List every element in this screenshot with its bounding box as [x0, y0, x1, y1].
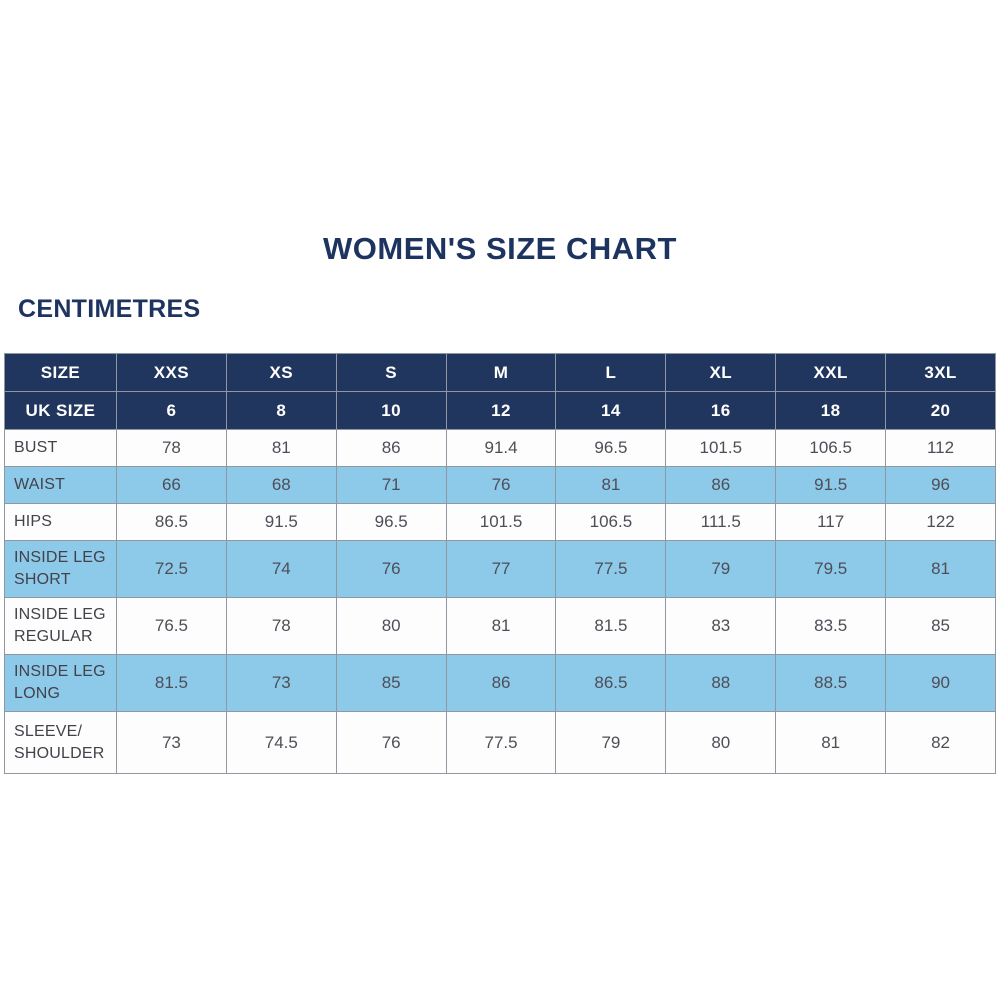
measurement-cell: 91.5	[225, 503, 337, 541]
measurement-cell: 86	[665, 466, 777, 504]
measurement-row: INSIDE LEG REGULAR 76.5 78 80 81 81.5 83 83.5 85	[4, 597, 996, 655]
measurement-cell: 86.5	[115, 503, 227, 541]
header-size-cell: L	[555, 353, 667, 392]
header-size-cell: 20	[885, 391, 996, 430]
measurement-cell: 66	[115, 466, 227, 504]
measurement-cell: 81.5	[115, 654, 227, 712]
header-size-cell: S	[335, 353, 447, 392]
measurement-cell: 68	[225, 466, 337, 504]
measurement-cell: 80	[335, 597, 447, 655]
measurement-row-label: WAIST	[4, 466, 117, 504]
header-size-cell: 6	[115, 391, 227, 430]
measurement-cell: 91.4	[445, 429, 557, 467]
measurement-cell: 101.5	[665, 429, 777, 467]
measurement-cell: 83	[665, 597, 777, 655]
measurement-cell: 82	[885, 711, 996, 774]
measurement-cell: 85	[335, 654, 447, 712]
measurement-row: BUST 78 81 86 91.4 96.5 101.5 106.5 112	[4, 429, 996, 467]
measurement-cell: 81	[775, 711, 887, 774]
header-size-cell: 3XL	[885, 353, 996, 392]
measurement-cell: 81	[885, 540, 996, 598]
measurement-cell: 86	[445, 654, 557, 712]
header-size-cell: XXS	[115, 353, 227, 392]
measurement-cell: 117	[775, 503, 887, 541]
measurement-cell: 76	[335, 540, 447, 598]
measurement-cell: 112	[885, 429, 996, 467]
measurement-cell: 88	[665, 654, 777, 712]
measurement-row: HIPS 86.5 91.5 96.5 101.5 106.5 111.5 117 122	[4, 503, 996, 541]
measurement-cell: 79	[665, 540, 777, 598]
measurement-cell: 77.5	[555, 540, 667, 598]
measurement-cell: 73	[115, 711, 227, 774]
size-header-row: SIZE XXS XS S M L XL XXL 3XL	[4, 353, 996, 392]
measurement-cell: 106.5	[775, 429, 887, 467]
measurement-cell: 71	[335, 466, 447, 504]
measurement-cell: 96	[885, 466, 996, 504]
units-heading: CENTIMETRES	[18, 295, 201, 323]
header-size-cell: M	[445, 353, 557, 392]
measurement-cell: 86	[335, 429, 447, 467]
measurement-cell: 90	[885, 654, 996, 712]
measurement-cell: 78	[225, 597, 337, 655]
measurement-row-label: INSIDE LEG SHORT	[4, 540, 117, 598]
measurement-cell: 79	[555, 711, 667, 774]
measurement-cell: 76.5	[115, 597, 227, 655]
measurement-cell: 81.5	[555, 597, 667, 655]
measurement-row-label: INSIDE LEG LONG	[4, 654, 117, 712]
measurement-cell: 96.5	[555, 429, 667, 467]
measurement-cell: 106.5	[555, 503, 667, 541]
measurement-row: INSIDE LEG LONG 81.5 73 85 86 86.5 88 88.5 90	[4, 654, 996, 712]
size-table: SIZE XXS XS S M L XL XXL 3XL UK SIZE 6 8 10 12 14 16 18 2…	[4, 353, 996, 774]
measurement-row-label: SLEEVE/ SHOULDER	[4, 711, 117, 774]
page-title: WOMEN'S SIZE CHART	[323, 231, 677, 266]
measurement-cell: 91.5	[775, 466, 887, 504]
header-size-cell: 10	[335, 391, 447, 430]
measurement-cell: 76	[445, 466, 557, 504]
measurement-cell: 101.5	[445, 503, 557, 541]
header-size-cell: 8	[225, 391, 337, 430]
measurement-cell: 77.5	[445, 711, 557, 774]
measurement-cell: 81	[225, 429, 337, 467]
header-size-cell: XL	[665, 353, 777, 392]
measurement-cell: 111.5	[665, 503, 777, 541]
measurement-cell: 88.5	[775, 654, 887, 712]
header-size-cell: XXL	[775, 353, 887, 392]
header-row-label: SIZE	[4, 353, 117, 392]
header-size-cell: 12	[445, 391, 557, 430]
size-table-head: SIZE XXS XS S M L XL XXL 3XL UK SIZE 6 8 10 12 14 16 18 2…	[4, 353, 996, 430]
measurement-cell: 79.5	[775, 540, 887, 598]
header-size-cell: 14	[555, 391, 667, 430]
measurement-cell: 80	[665, 711, 777, 774]
uk-size-header-row: UK SIZE 6 8 10 12 14 16 18 20	[4, 391, 996, 430]
measurement-cell: 74.5	[225, 711, 337, 774]
measurement-row: INSIDE LEG SHORT 72.5 74 76 77 77.5 79 79.5 81	[4, 540, 996, 598]
measurement-cell: 122	[885, 503, 996, 541]
measurement-cell: 73	[225, 654, 337, 712]
measurement-cell: 72.5	[115, 540, 227, 598]
header-size-cell: 18	[775, 391, 887, 430]
measurement-cell: 78	[115, 429, 227, 467]
measurement-cell: 83.5	[775, 597, 887, 655]
measurement-row-label: INSIDE LEG REGULAR	[4, 597, 117, 655]
size-table-body: BUST 78 81 86 91.4 96.5 101.5 106.5 112 WAIST 66 68…	[4, 429, 996, 774]
measurement-cell: 77	[445, 540, 557, 598]
header-size-cell: XS	[225, 353, 337, 392]
measurement-cell: 74	[225, 540, 337, 598]
measurement-row: SLEEVE/ SHOULDER 73 74.5 76 77.5 79 80 81 82	[4, 711, 996, 774]
measurement-row-label: BUST	[4, 429, 117, 467]
measurement-cell: 81	[555, 466, 667, 504]
measurement-cell: 86.5	[555, 654, 667, 712]
measurement-cell: 81	[445, 597, 557, 655]
header-size-cell: 16	[665, 391, 777, 430]
measurement-cell: 76	[335, 711, 447, 774]
header-row-label: UK SIZE	[4, 391, 117, 430]
measurement-cell: 85	[885, 597, 996, 655]
measurement-cell: 96.5	[335, 503, 447, 541]
measurement-row: WAIST 66 68 71 76 81 86 91.5 96	[4, 466, 996, 504]
measurement-row-label: HIPS	[4, 503, 117, 541]
